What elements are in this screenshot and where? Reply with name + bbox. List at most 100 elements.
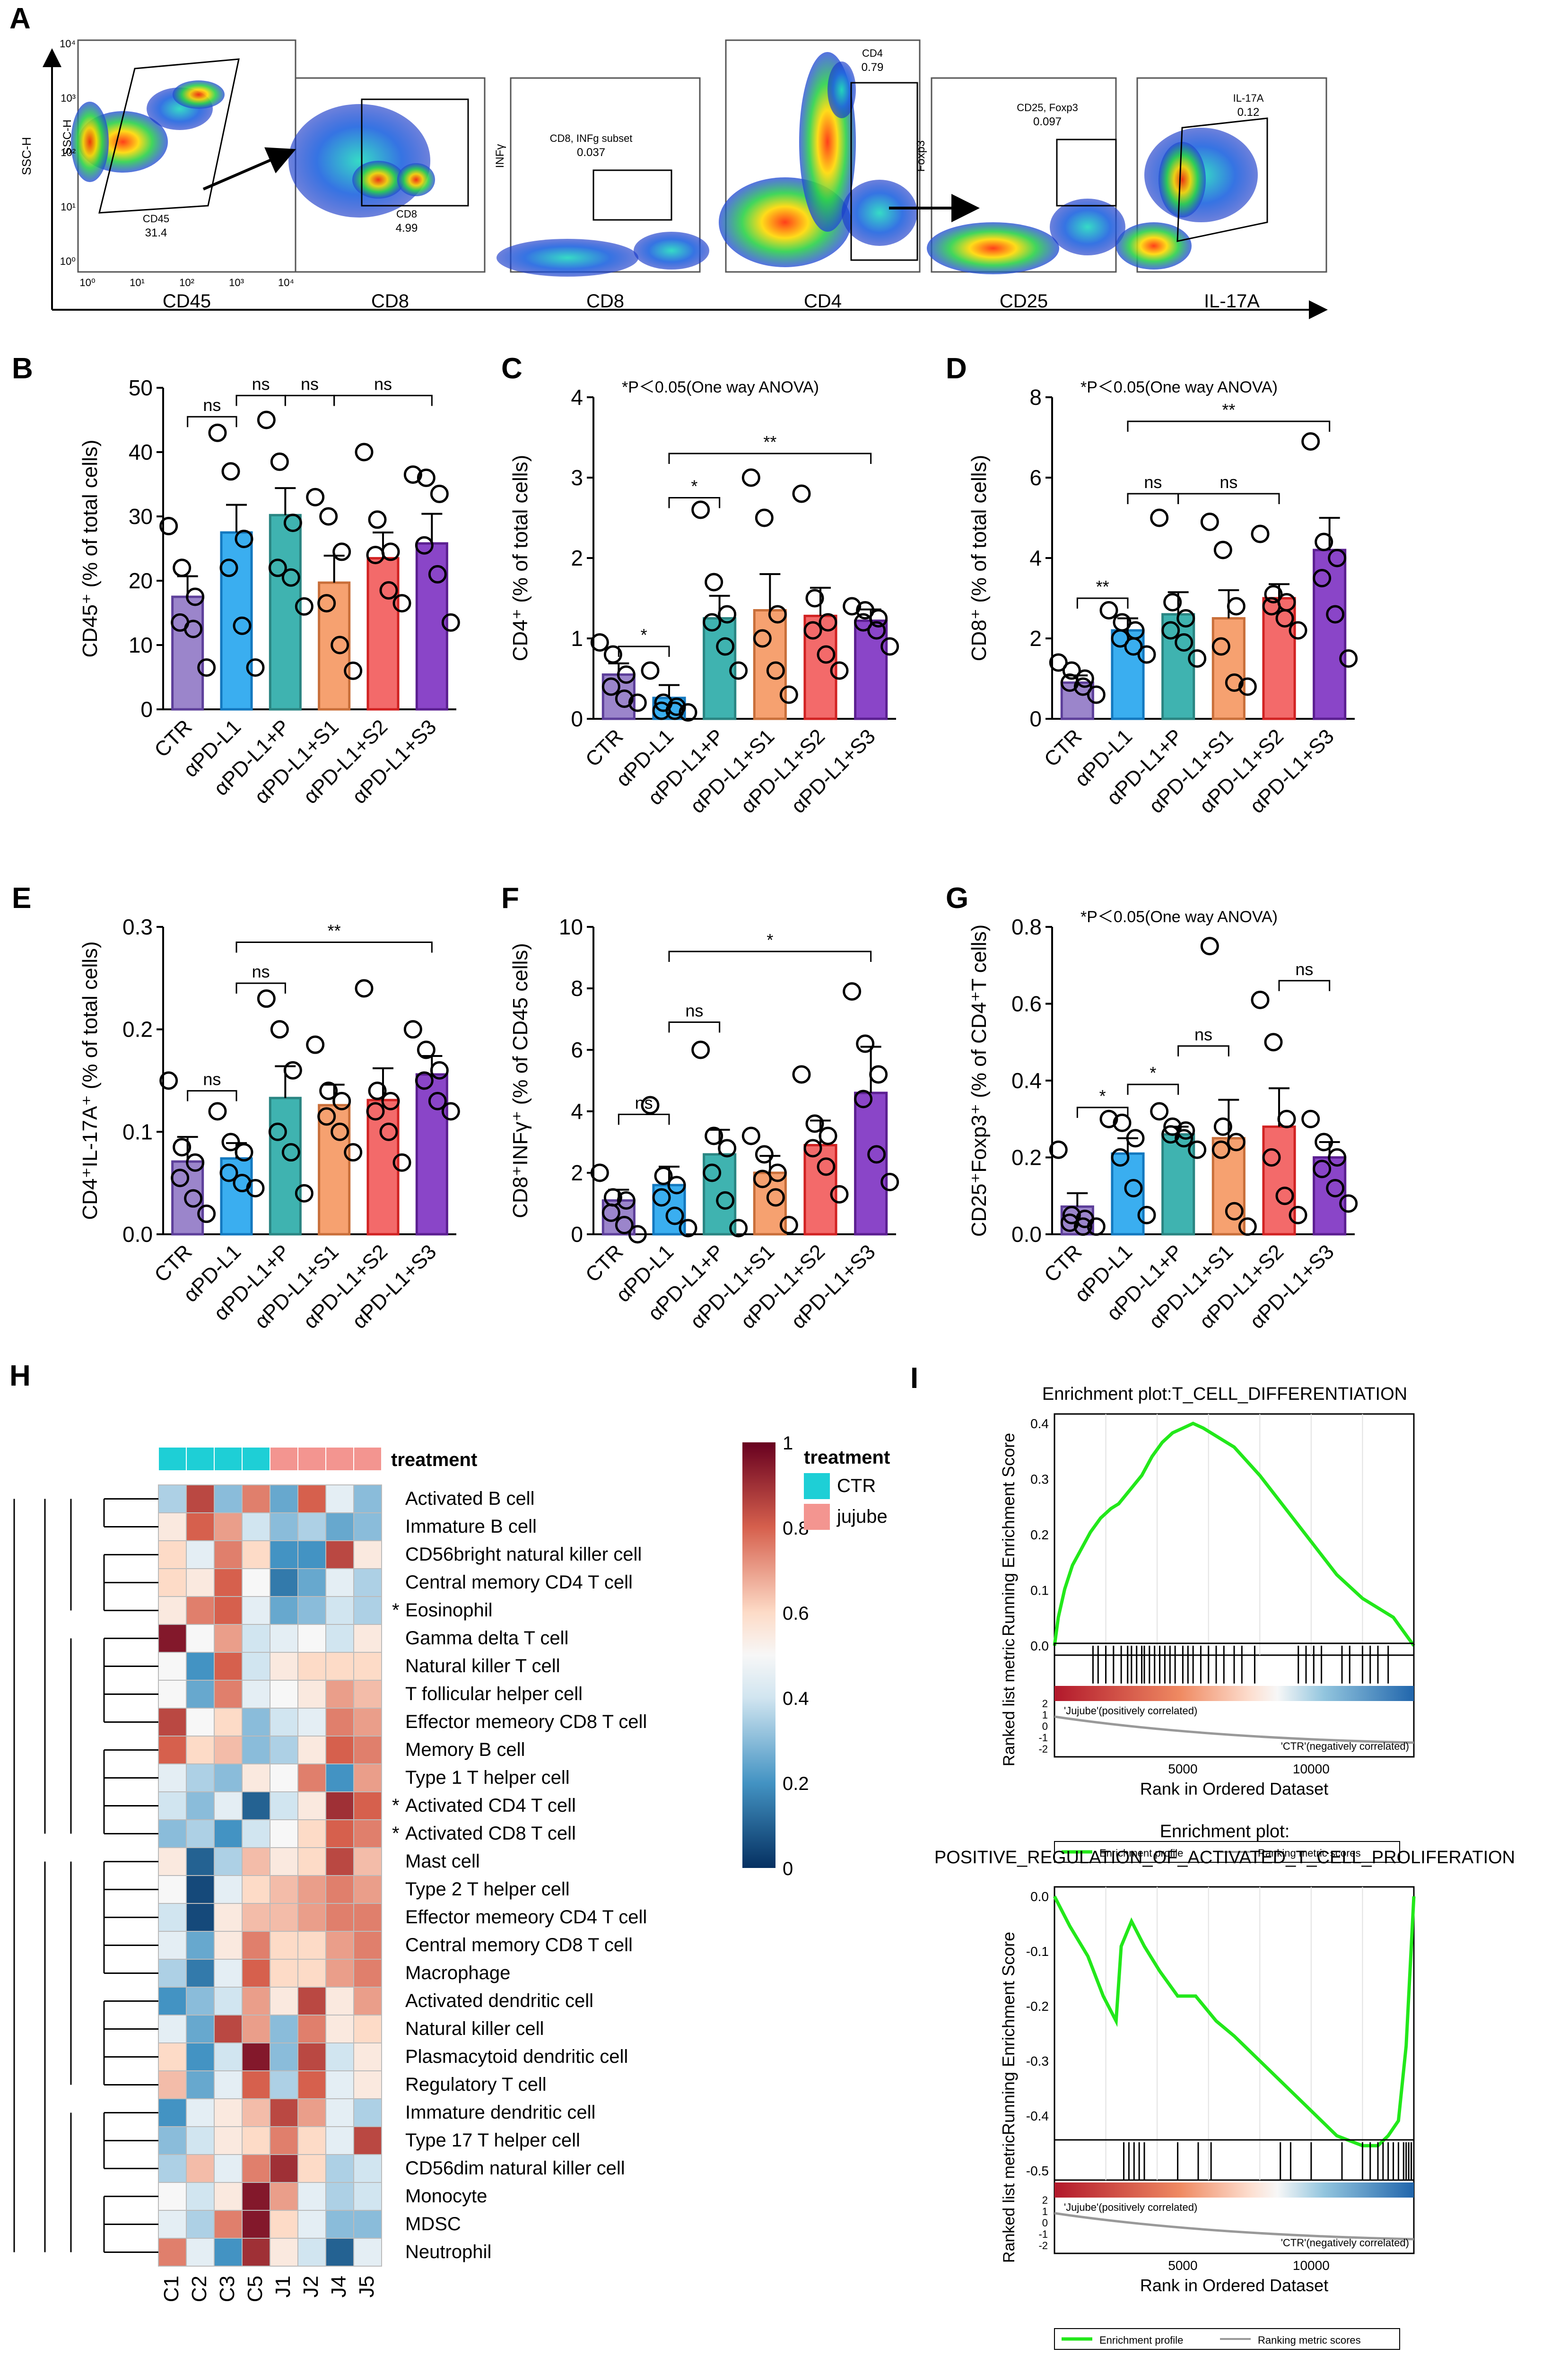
data-point	[1251, 524, 1270, 543]
heatmap-cell	[270, 1652, 298, 1681]
heatmap-cell	[325, 1875, 354, 1904]
data-point	[753, 1169, 772, 1188]
data-point	[766, 1188, 785, 1207]
data-point	[854, 1090, 873, 1108]
data-point	[779, 1216, 798, 1234]
data-point	[1150, 1102, 1169, 1121]
data-point	[1062, 1205, 1081, 1224]
data-point	[817, 1157, 836, 1176]
significance-bracket	[1177, 493, 1280, 504]
heatmap-cell	[158, 1596, 187, 1625]
data-point	[854, 613, 873, 632]
metric-tick: 2	[1042, 2194, 1048, 2206]
y-tick-label: 6	[571, 1038, 583, 1062]
es-y-tick: 0.1	[1030, 1583, 1049, 1598]
positive-correlation-label: 'Jujube'(positively correlated)	[1064, 2201, 1197, 2213]
data-point	[1262, 1148, 1281, 1167]
data-point	[403, 465, 422, 484]
heatmap-cell	[186, 1736, 215, 1764]
data-point	[830, 1185, 849, 1204]
legend-swatch	[804, 1504, 830, 1530]
data-point	[1126, 1129, 1145, 1148]
gsea-plot: Enrichment plot:T_CELL_DIFFERENTIATION 0.…	[999, 1384, 1415, 1863]
data-point	[1227, 1133, 1246, 1152]
heatmap-cell	[242, 1987, 270, 2016]
data-point	[843, 597, 862, 616]
data-point	[805, 1114, 824, 1133]
data-point	[1099, 1109, 1118, 1128]
density-cloud	[1116, 222, 1192, 270]
density-cloud	[173, 80, 225, 109]
heatmap-cell	[270, 1847, 298, 1876]
significance-bracket	[1127, 493, 1179, 504]
y-tick-label: 10	[559, 915, 583, 939]
heatmap-column-label: J2	[299, 2276, 322, 2297]
heatmap-cell	[353, 1763, 382, 1792]
y-tick-label: 2	[571, 546, 583, 570]
x-tick-label: CTR	[1040, 1240, 1087, 1287]
heatmap-cell	[297, 2015, 326, 2043]
data-point	[430, 484, 449, 503]
heatmap-cell	[297, 2126, 326, 2155]
data-point	[617, 1191, 636, 1210]
es-y-label: Running Enrichment Score	[999, 1932, 1018, 2135]
data-point	[1087, 685, 1106, 704]
heatmap-cell	[158, 2126, 187, 2155]
data-point	[667, 1176, 686, 1195]
heatmap-cell	[186, 1987, 215, 2016]
legend-label: CTR	[837, 1475, 876, 1496]
treatment-cell	[325, 1447, 354, 1471]
data-point	[779, 685, 798, 704]
y-tick-label: 8	[1029, 385, 1042, 410]
heatmap-column-label: C5	[244, 2276, 267, 2302]
data-point	[1137, 645, 1156, 664]
data-point	[355, 443, 374, 462]
data-point	[1049, 653, 1068, 672]
es-y-tick: 0.3	[1030, 1472, 1049, 1487]
data-point	[1238, 1217, 1257, 1236]
data-point	[415, 536, 434, 555]
heatmap-cell	[270, 1540, 298, 1569]
heatmap-cell	[214, 1596, 243, 1625]
data-point	[1339, 1194, 1358, 1213]
heatmap-cell	[325, 1847, 354, 1876]
ranking-metric-curve	[1054, 1715, 1414, 1744]
y-tick-label: 0.2	[122, 1017, 153, 1042]
data-point	[430, 1061, 449, 1080]
bar-chart-g: G *P＜0.05(One way ANOVA) 0.0 0.2 0.4 0.6 0.8 CD…	[946, 882, 1358, 1333]
data-point	[1161, 1125, 1180, 1144]
significance-bracket	[235, 942, 433, 953]
gsea-title: Enrichment plot:T_CELL_DIFFERENTIATION	[1042, 1384, 1407, 1404]
y-tick-label: 4	[571, 385, 583, 410]
heatmap-cell	[353, 1624, 382, 1653]
panel-label: C	[501, 352, 523, 385]
data-point	[691, 1040, 710, 1059]
data-point	[1313, 569, 1332, 587]
flow-x-label: IL-17A	[1204, 291, 1260, 312]
y-tick-label: 40	[129, 440, 153, 464]
data-point	[379, 581, 398, 600]
data-point	[867, 621, 886, 640]
heatmap-cell	[270, 2015, 298, 2043]
data-point	[159, 516, 178, 535]
heatmap-cell	[353, 1847, 382, 1876]
heatmap-cell	[270, 1959, 298, 1988]
heatmap-cell	[186, 1819, 215, 1848]
data-point	[1313, 1160, 1332, 1178]
bar	[415, 1073, 448, 1236]
data-point	[766, 661, 785, 680]
heatmap-cell	[325, 1987, 354, 2016]
heatmap-cell	[353, 1708, 382, 1736]
significance-label: *	[767, 930, 773, 950]
enrichment-line	[1053, 1422, 1415, 1647]
bar	[366, 557, 400, 711]
gate-value: 4.99	[396, 222, 418, 235]
data-point	[615, 1216, 634, 1234]
heatmap-cell	[186, 1568, 215, 1597]
heatmap-cell	[325, 2070, 354, 2099]
heatmap-row-label: Plasmacytoid dendritic cell	[405, 2046, 628, 2067]
heatmap-cell	[186, 2126, 215, 2155]
heatmap-cell	[353, 1987, 382, 2016]
data-point	[1188, 1140, 1207, 1159]
